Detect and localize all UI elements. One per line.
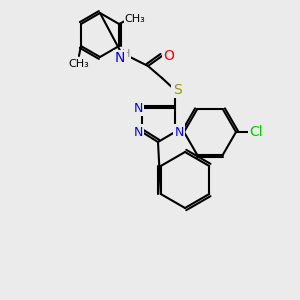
Text: N: N — [133, 125, 143, 139]
Text: O: O — [164, 49, 174, 63]
Text: N: N — [174, 125, 184, 139]
Text: N: N — [133, 101, 143, 115]
Text: CH₃: CH₃ — [125, 14, 146, 24]
Text: S: S — [172, 83, 182, 97]
Text: CH₃: CH₃ — [69, 59, 89, 69]
Text: Cl: Cl — [249, 125, 263, 139]
Text: H: H — [122, 49, 130, 59]
Text: N: N — [115, 51, 125, 65]
